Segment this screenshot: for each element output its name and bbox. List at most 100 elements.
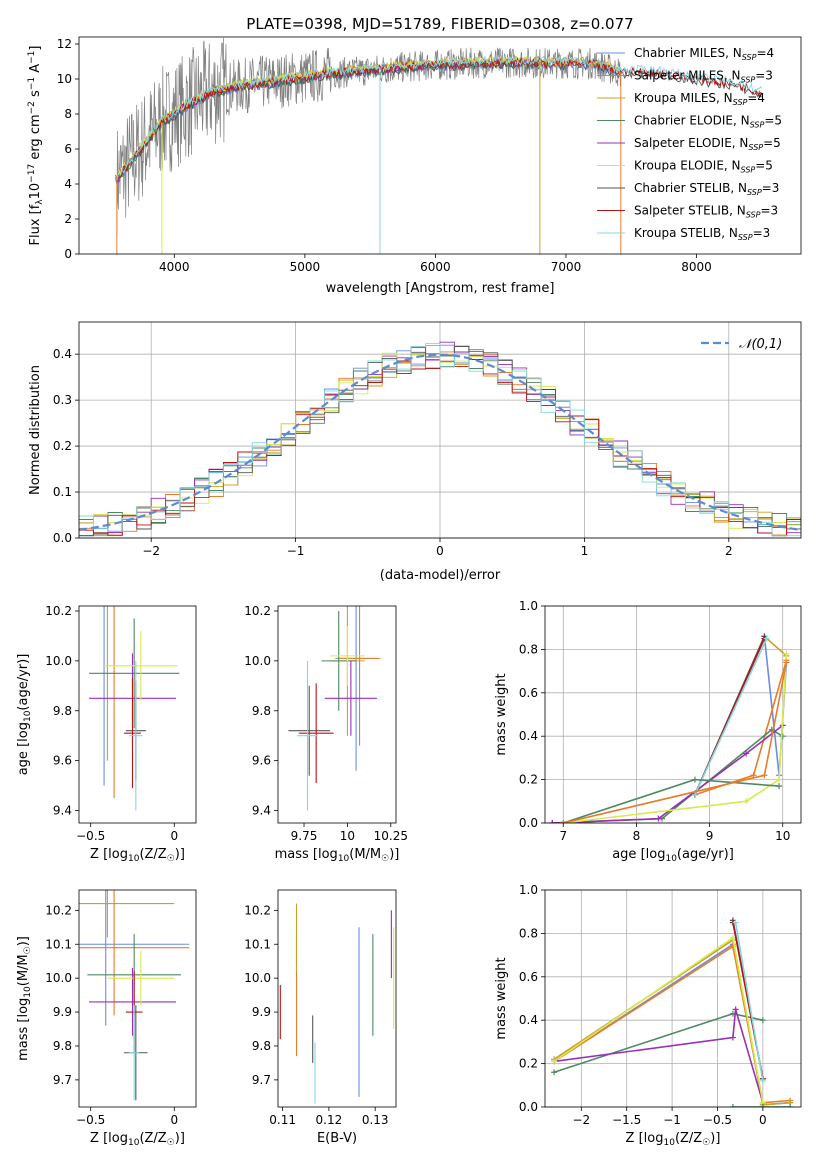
- y-tick-label: 9.7: [53, 1073, 72, 1087]
- y-tick-label: 0: [64, 247, 72, 261]
- x-tick-label: 10: [775, 829, 790, 843]
- mass-weight-marker: [729, 1034, 736, 1041]
- y-tick-label: 9.8: [53, 1039, 72, 1053]
- legend-value: =5: [755, 159, 773, 173]
- legend-sub: SSP: [746, 211, 761, 220]
- spectrum-axes: 4000 5000 6000 7000 8000 0 2 4 6 8 10 12: [57, 37, 712, 274]
- xlabel-part: E(B-V): [317, 1131, 357, 1146]
- y-tick-label: 10.2: [45, 903, 72, 917]
- legend-value: =3: [760, 204, 778, 218]
- residual-hists: [79, 341, 801, 537]
- x-tick-label: 10: [340, 829, 355, 843]
- xlabel-part: 10: [128, 1138, 140, 1148]
- legend-label: Kroupa MILES, NSSP=4: [634, 91, 765, 107]
- xlabel-part: Z [log: [90, 1131, 128, 1146]
- figure-title: PLATE=0398, MJD=51789, FIBERID=0308, z=0…: [246, 15, 633, 33]
- y-tick-label: 0.8: [519, 926, 538, 940]
- legend-sub: SSP: [748, 143, 763, 152]
- mass-weight-marker: [779, 733, 786, 740]
- xlabel-part: ☉: [702, 1138, 710, 1148]
- mass-weight-line: [694, 660, 788, 796]
- xlabel-part: (Z/Z: [139, 1131, 166, 1146]
- ylabel-part: λ: [35, 199, 45, 205]
- x-tick-label: 4000: [159, 260, 190, 274]
- ylabel-part: mass [log: [16, 998, 31, 1061]
- y-tick-label: 12: [57, 37, 72, 51]
- mass-vs-Z-axes: −0.5 0 9.7 9.8 9.9 10.0 10.1 10.2: [45, 903, 178, 1127]
- xlabel-part: 10: [663, 1138, 675, 1148]
- legend-label: Salpeter STELIB, NSSP=3: [634, 204, 778, 220]
- y-tick-label: 9.8: [252, 704, 271, 718]
- y-tick-label: 0.2: [53, 439, 72, 453]
- y-tick-label: 0.3: [53, 393, 72, 407]
- mass-weight-marker: [551, 1069, 558, 1076]
- mass-vs-ebv-frame: [277, 889, 397, 1108]
- mass-weight-marker: [776, 783, 783, 790]
- ylabel-part: A: [28, 64, 43, 77]
- ylabel-part: ]: [28, 46, 43, 51]
- xlabel-part: ☉: [167, 854, 175, 864]
- mass-weight-marker: [732, 919, 739, 926]
- mass-weight-marker: [787, 1104, 794, 1107]
- ylabel-part: erg cm: [28, 114, 43, 163]
- age-vs-Z-axes: −0.5 0 9.4 9.6 9.8 10.0 10.2: [45, 604, 178, 843]
- mass-weight-line: [552, 724, 784, 823]
- legend-sub: SSP: [733, 98, 748, 107]
- mass-weight-marker: [655, 815, 662, 822]
- mass-weight-marker: [551, 1058, 558, 1065]
- age-vs-mass-axes: 9.75 10 10.25 9.4 9.6 9.8 10.0 10.2: [244, 604, 408, 843]
- legend-value: =3: [762, 181, 780, 195]
- mass-weight-marker: [783, 659, 790, 666]
- y-tick-label: 10.0: [45, 971, 72, 985]
- legend-value: =3: [753, 226, 771, 240]
- y-tick-label: 4: [64, 177, 72, 191]
- legend-value: =3: [755, 69, 773, 83]
- mass-weight-line: [553, 1009, 764, 1103]
- legend-label: 𝒩(0,1): [739, 337, 782, 352]
- xlabel-part: 10: [338, 854, 350, 864]
- x-tick-label: 7: [559, 829, 567, 843]
- y-tick-label: 0.2: [519, 773, 538, 787]
- legend-label: Kroupa ELODIE, NSSP=5: [634, 159, 773, 175]
- mass-weight-marker: [776, 776, 783, 783]
- legend-label: Kroupa STELIB, NSSP=3: [634, 226, 770, 242]
- massweight-vs-Z-ylabel: mass weight: [494, 957, 509, 1039]
- x-tick-label: 0: [170, 829, 178, 843]
- massweight-vs-age-frame: [544, 605, 802, 824]
- massweight-vs-age-ylabel: mass weight: [494, 673, 509, 755]
- ylabel-part: (age/yr)]: [16, 654, 31, 711]
- mass-weight-marker: [549, 820, 556, 823]
- legend-label: Salpeter ELODIE, NSSP=5: [634, 136, 781, 152]
- residuals-legend: 𝒩(0,1): [701, 337, 782, 352]
- age-vs-mass-xlabel: mass [log10(M/M☉)]: [275, 847, 400, 864]
- y-tick-label: 0.0: [53, 531, 72, 545]
- y-tick-label: 2: [64, 212, 72, 226]
- x-tick-label: 0: [436, 544, 444, 558]
- y-tick-label: 9.8: [53, 704, 72, 718]
- x-tick-label: 1: [581, 544, 589, 558]
- residuals-xlabel: (data-model)/error: [380, 568, 501, 583]
- y-tick-label: 10.0: [45, 654, 72, 668]
- mass-weight-marker: [732, 1006, 739, 1013]
- ylabel-part: age [log: [16, 722, 31, 775]
- y-tick-label: 1.0: [519, 599, 538, 613]
- ylabel-part: −17: [27, 164, 37, 183]
- xlabel-part: 10: [665, 854, 677, 864]
- x-tick-label: −0.5: [703, 1113, 732, 1127]
- xlabel-part: 10: [128, 854, 140, 864]
- x-tick-label: 9: [706, 829, 714, 843]
- legend-name: Salpeter STELIB, N: [634, 204, 746, 218]
- model-spectrum: [115, 54, 763, 182]
- mass-vs-Z-points: [79, 890, 190, 1101]
- x-tick-label: 0: [759, 1113, 767, 1127]
- spectrum-ylabel: Flux [fλ10−17 erg cm−2 s−1 A−1]: [27, 46, 45, 246]
- legend-name: Salpeter ELODIE, N: [634, 136, 748, 150]
- legend-sub: SSP: [738, 233, 753, 242]
- mass-vs-ebv-xlabel: E(B-V): [317, 1131, 357, 1146]
- y-tick-label: 0.8: [519, 642, 538, 656]
- age-vs-Z-points: [89, 606, 180, 811]
- y-tick-label: 9.9: [53, 1005, 72, 1019]
- y-tick-label: 10: [57, 72, 72, 86]
